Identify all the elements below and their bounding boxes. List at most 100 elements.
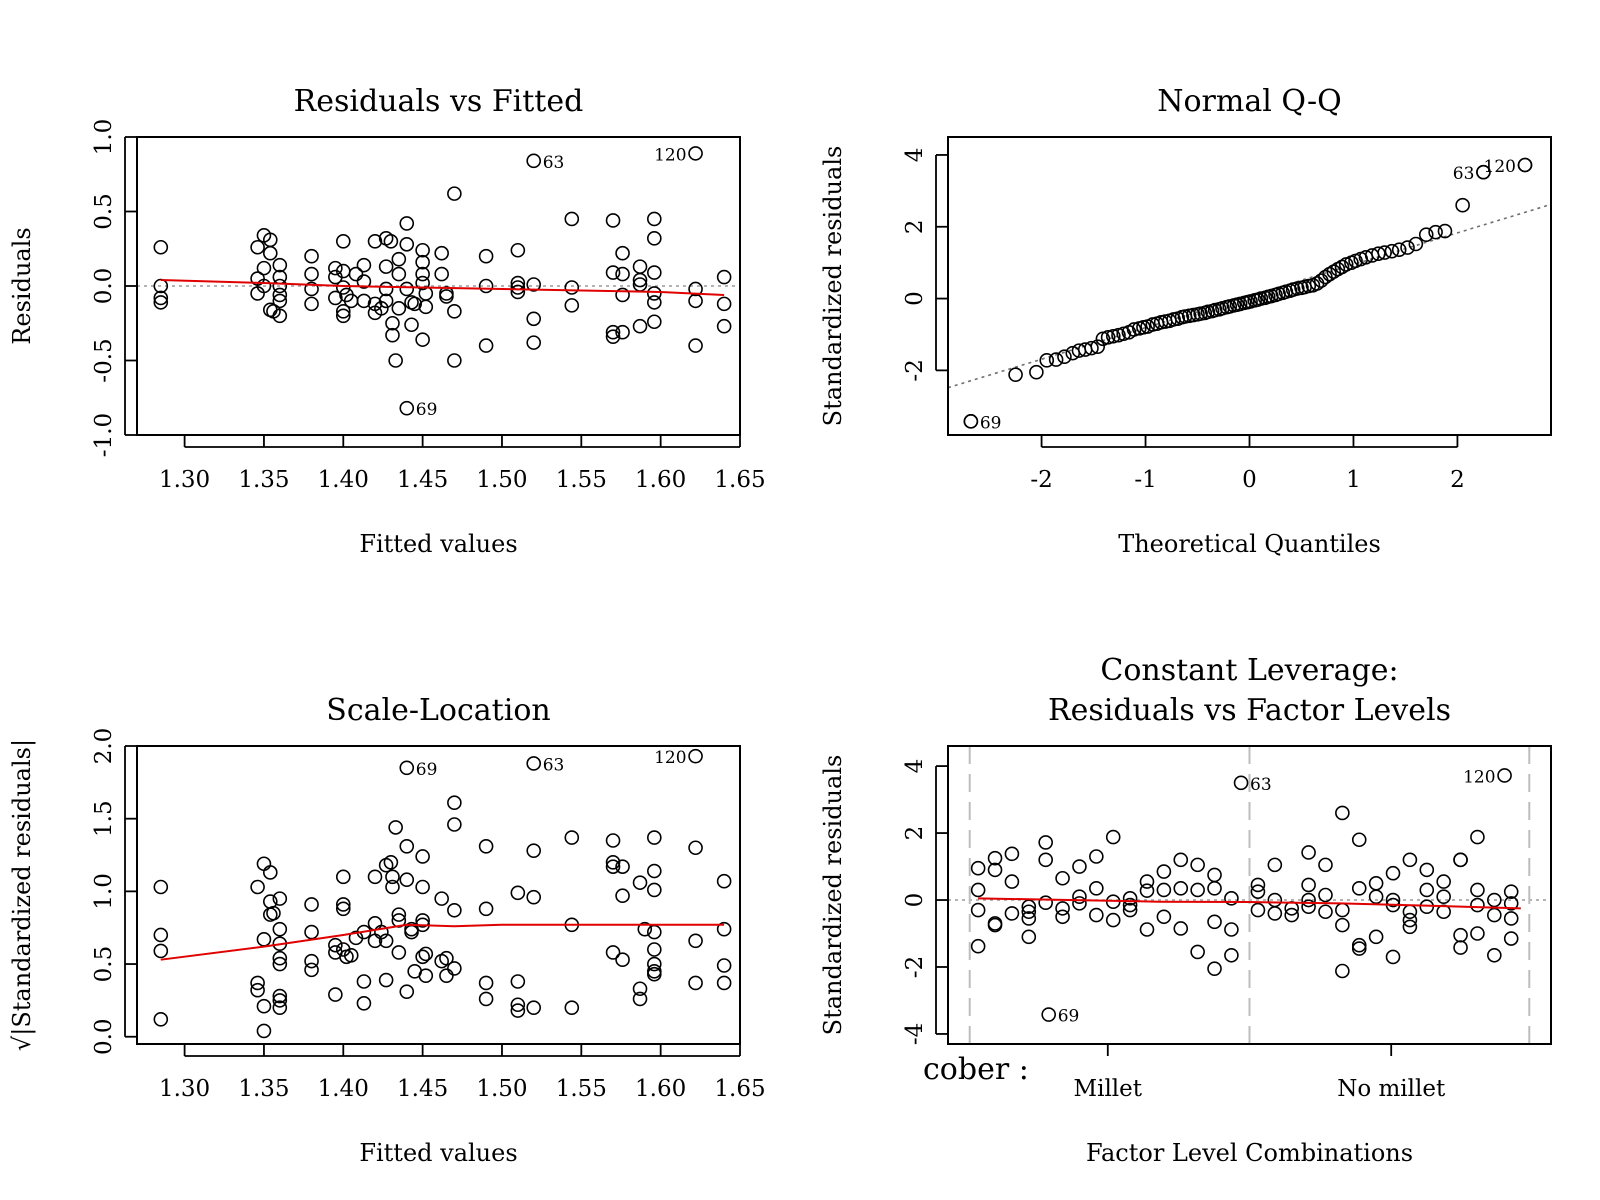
x-tick-label: 1.35 bbox=[238, 1076, 289, 1102]
data-point bbox=[378, 293, 394, 309]
data-point bbox=[1436, 889, 1451, 904]
data-point bbox=[367, 869, 383, 885]
data-point bbox=[399, 872, 415, 888]
data-point bbox=[1371, 246, 1386, 261]
y-tick-label: 0.0 bbox=[91, 268, 117, 305]
data-point bbox=[304, 266, 319, 282]
data-point bbox=[688, 933, 703, 949]
data-point bbox=[399, 281, 415, 297]
data-point bbox=[605, 213, 621, 228]
data-point bbox=[1368, 929, 1384, 945]
x-tick-label: -1 bbox=[1134, 467, 1156, 493]
data-point bbox=[447, 902, 462, 918]
data-point bbox=[328, 290, 343, 306]
data-point bbox=[1335, 917, 1350, 933]
data-point bbox=[478, 248, 494, 264]
data-point bbox=[447, 304, 462, 319]
data-point bbox=[564, 830, 580, 845]
data-point bbox=[1039, 353, 1055, 368]
data-point bbox=[335, 308, 351, 324]
chart-title: Residuals vs Fitted bbox=[294, 84, 584, 119]
data-point bbox=[632, 272, 648, 288]
data-point bbox=[328, 987, 343, 1002]
data-point bbox=[1335, 963, 1350, 979]
data-point bbox=[415, 254, 430, 270]
data-point bbox=[1453, 927, 1468, 943]
data-point bbox=[1190, 882, 1205, 898]
data-point bbox=[348, 266, 364, 282]
data-point bbox=[647, 265, 662, 280]
data-point bbox=[647, 956, 662, 972]
data-point bbox=[304, 897, 319, 912]
data-point bbox=[1139, 922, 1155, 937]
data-point bbox=[526, 889, 542, 905]
outlier-label: 120 bbox=[1463, 767, 1495, 787]
data-point bbox=[1503, 884, 1519, 899]
data-point bbox=[605, 324, 621, 340]
data-point bbox=[335, 901, 351, 917]
x-tick-label: 1.40 bbox=[318, 467, 369, 493]
data-point bbox=[1207, 961, 1222, 976]
data-point bbox=[356, 257, 372, 273]
data-point bbox=[1267, 906, 1283, 921]
y-tick-label: 4 bbox=[902, 148, 928, 163]
x-tick-label: 1.60 bbox=[635, 1076, 686, 1102]
data-point bbox=[970, 882, 986, 898]
data-point bbox=[335, 280, 351, 295]
x-tick-label: 1.55 bbox=[556, 467, 607, 493]
data-point bbox=[1267, 857, 1283, 873]
data-point bbox=[647, 966, 662, 982]
data-point bbox=[378, 972, 394, 988]
data-point bbox=[1301, 899, 1316, 915]
y-tick-label: 2.0 bbox=[91, 728, 117, 765]
outlier-point bbox=[526, 756, 542, 771]
data-point bbox=[250, 239, 265, 255]
data-point bbox=[605, 945, 621, 960]
outlier-label: 63 bbox=[1453, 164, 1475, 184]
chart-title: Scale-Location bbox=[326, 693, 550, 728]
data-point bbox=[328, 260, 343, 276]
data-point bbox=[1156, 909, 1172, 925]
data-point bbox=[272, 988, 288, 1004]
level-tick-label: No millet bbox=[1337, 1076, 1446, 1102]
data-point bbox=[356, 995, 372, 1011]
data-point bbox=[632, 981, 648, 997]
data-point bbox=[987, 917, 1003, 933]
data-point bbox=[716, 975, 732, 991]
data-point bbox=[304, 248, 319, 264]
data-point bbox=[1408, 236, 1424, 252]
data-point bbox=[1156, 864, 1172, 879]
data-point bbox=[526, 277, 542, 292]
data-point bbox=[1318, 269, 1333, 285]
data-point bbox=[272, 287, 288, 303]
data-point bbox=[447, 186, 462, 201]
data-point bbox=[335, 869, 351, 885]
x-tick-label: 1.35 bbox=[238, 467, 289, 493]
data-point bbox=[970, 902, 986, 918]
data-point bbox=[1190, 944, 1205, 960]
data-point bbox=[716, 873, 732, 889]
data-point bbox=[526, 335, 542, 350]
data-point bbox=[250, 982, 265, 998]
data-point bbox=[716, 958, 732, 973]
data-point bbox=[391, 945, 407, 960]
x-tick-label: 1.50 bbox=[476, 467, 527, 493]
data-point bbox=[356, 293, 372, 309]
data-point bbox=[447, 795, 462, 810]
data-point bbox=[1351, 937, 1367, 953]
data-point bbox=[256, 278, 272, 294]
data-point bbox=[272, 956, 288, 972]
data-point bbox=[447, 817, 462, 832]
y-tick-label: 2 bbox=[902, 826, 928, 841]
data-point bbox=[1029, 364, 1044, 380]
data-point bbox=[1021, 904, 1037, 920]
data-point bbox=[1318, 904, 1333, 920]
data-point bbox=[1301, 892, 1316, 908]
data-point bbox=[1057, 349, 1072, 365]
data-point bbox=[1391, 242, 1407, 258]
data-point bbox=[367, 234, 383, 249]
y-tick-label: -1.0 bbox=[91, 413, 117, 457]
data-point bbox=[1301, 877, 1316, 893]
data-point bbox=[374, 301, 389, 316]
outlier-point bbox=[399, 400, 415, 416]
